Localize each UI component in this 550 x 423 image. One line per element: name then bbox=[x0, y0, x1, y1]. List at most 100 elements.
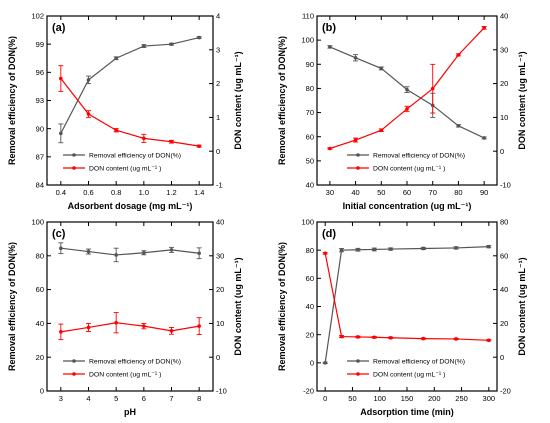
y-left-axis-label: Removal efficiency of DON(%) bbox=[277, 242, 287, 371]
data-point bbox=[114, 320, 118, 325]
data-point bbox=[405, 87, 409, 92]
x-tick-label: 8 bbox=[197, 394, 201, 403]
legend-label: DON content (ug mL⁻¹ ) bbox=[89, 165, 161, 172]
x-tick-label: 100 bbox=[373, 394, 386, 403]
y-right-tick-label: 2 bbox=[216, 79, 220, 88]
x-tick-label: 70 bbox=[429, 188, 437, 197]
data-point bbox=[379, 66, 384, 71]
data-point bbox=[114, 56, 118, 61]
y-left-tick-label: 40 bbox=[36, 319, 44, 328]
data-point bbox=[372, 335, 377, 340]
data-point bbox=[487, 244, 491, 249]
panel-label: (d) bbox=[322, 228, 336, 240]
data-point bbox=[328, 146, 332, 151]
y-left-tick-label: 0 bbox=[310, 358, 314, 367]
y-left-tick-label: 60 bbox=[36, 285, 44, 294]
data-point bbox=[323, 251, 327, 256]
data-point bbox=[388, 247, 393, 251]
data-point bbox=[356, 335, 360, 339]
y-right-tick-label: 0 bbox=[500, 353, 504, 362]
y-right-tick-label: 20 bbox=[500, 319, 508, 328]
y-left-tick-label: 60 bbox=[306, 274, 314, 283]
data-point bbox=[142, 250, 146, 255]
legend-marker bbox=[356, 359, 360, 363]
don-content-series bbox=[58, 65, 202, 148]
series-line bbox=[60, 247, 200, 256]
data-point bbox=[456, 124, 461, 128]
legend-marker bbox=[356, 372, 360, 376]
legend-label: Removal efficiency of DON(%) bbox=[373, 358, 465, 365]
y-left-tick-label: 100 bbox=[301, 36, 314, 45]
data-point bbox=[197, 35, 201, 40]
y-left-tick-label: 80 bbox=[306, 246, 314, 255]
legend-marker bbox=[72, 166, 76, 170]
y-left-tick-label: 80 bbox=[36, 251, 44, 260]
y-right-axis-label: DON content (ug mL⁻¹) bbox=[233, 257, 243, 355]
y-right-tick-label: 10 bbox=[500, 113, 508, 122]
y-left-tick-label: 50 bbox=[306, 156, 314, 165]
x-tick-label: 3 bbox=[59, 394, 63, 403]
data-point bbox=[372, 247, 377, 252]
data-point bbox=[114, 128, 118, 133]
x-axis-label: Initial concentration (ug mL⁻¹) bbox=[343, 201, 472, 211]
x-tick-label: 1.2 bbox=[166, 188, 176, 197]
y-left-tick-label: 100 bbox=[31, 218, 44, 227]
y-left-tick-label: 87 bbox=[36, 152, 44, 161]
x-tick-label: 200 bbox=[428, 394, 441, 403]
removal-efficiency-series bbox=[322, 244, 492, 365]
chart-panel-a: 0.4 0.6 0.8 1.0 1.2 1.4 84 87 90 93 96 99 102 -1 0 1 2 3 4… bbox=[7, 12, 243, 211]
y-right-axis-label: DON content (ug mL⁻¹) bbox=[517, 257, 527, 355]
x-tick-label: 0.6 bbox=[83, 188, 93, 197]
legend-marker bbox=[356, 153, 360, 157]
data-point bbox=[421, 336, 426, 341]
plot-frame bbox=[46, 15, 214, 186]
data-point bbox=[86, 249, 91, 254]
data-point bbox=[86, 112, 91, 116]
data-point bbox=[353, 55, 358, 60]
y-left-tick-label: 93 bbox=[36, 96, 44, 105]
data-point bbox=[421, 246, 426, 251]
series-line bbox=[60, 37, 200, 134]
removal-efficiency-series bbox=[327, 45, 487, 140]
y-left-axis-label: Removal efficiency of DON(%) bbox=[7, 242, 17, 371]
x-tick-label: 0 bbox=[323, 394, 327, 403]
y-right-tick-label: 30 bbox=[216, 251, 224, 260]
y-right-tick-label: 80 bbox=[500, 218, 508, 227]
panel-label: (b) bbox=[322, 22, 336, 34]
y-left-tick-label: 0 bbox=[40, 387, 44, 396]
y-right-tick-label: 40 bbox=[500, 285, 508, 294]
x-tick-label: 90 bbox=[480, 188, 488, 197]
data-point bbox=[59, 330, 63, 334]
data-point bbox=[482, 136, 486, 140]
y-right-tick-label: 40 bbox=[500, 12, 508, 21]
series-line bbox=[324, 253, 489, 341]
y-right-tick-label: -10 bbox=[216, 387, 227, 396]
y-right-tick-label: 0 bbox=[216, 147, 220, 156]
y-left-tick-label: 40 bbox=[306, 181, 314, 190]
y-right-axis-label: DON content (ug mL⁻¹) bbox=[517, 51, 527, 149]
y-right-tick-label: -10 bbox=[500, 181, 511, 190]
x-tick-label: 4 bbox=[86, 394, 90, 403]
x-tick-label: 50 bbox=[348, 394, 356, 403]
legend: Removal efficiency of DON(%) DON content … bbox=[63, 358, 181, 378]
y-left-tick-label: 96 bbox=[36, 68, 44, 77]
x-tick-label: 1.4 bbox=[194, 188, 204, 197]
y-left-tick-label: 100 bbox=[301, 218, 314, 227]
data-point bbox=[379, 128, 384, 133]
y-left-tick-label: 20 bbox=[306, 330, 314, 339]
data-point bbox=[454, 246, 458, 250]
data-point bbox=[114, 253, 118, 257]
data-point bbox=[197, 324, 201, 328]
data-point bbox=[86, 78, 91, 82]
legend-marker bbox=[72, 372, 76, 376]
data-point bbox=[59, 131, 63, 136]
y-left-tick-label: 90 bbox=[306, 60, 314, 69]
y-right-tick-label: 1 bbox=[216, 113, 220, 122]
legend-marker bbox=[72, 359, 76, 363]
don-content-series bbox=[322, 251, 492, 343]
legend-label: Removal efficiency of DON(%) bbox=[89, 152, 181, 159]
data-point bbox=[169, 329, 174, 333]
y-right-tick-label: 4 bbox=[216, 12, 220, 21]
y-left-tick-label: 102 bbox=[31, 12, 44, 21]
plot-frame bbox=[316, 15, 498, 186]
